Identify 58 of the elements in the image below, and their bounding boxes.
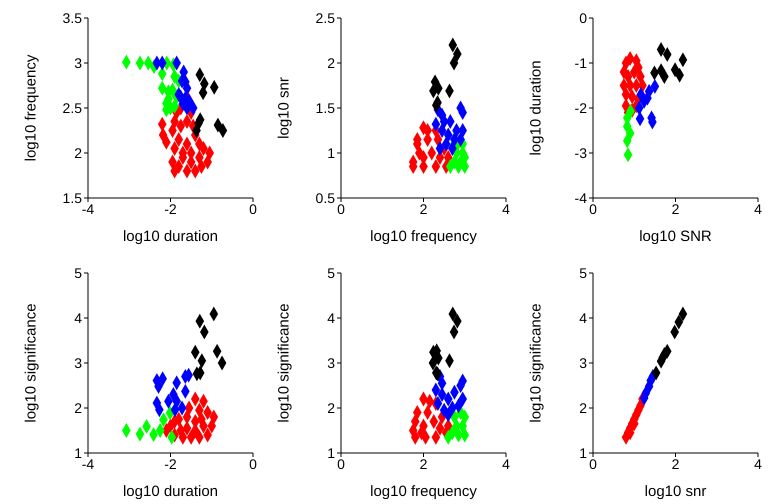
- y-axis-title: log10 duration: [527, 60, 544, 156]
- x-tick-label: 0: [337, 456, 346, 472]
- x-tick-label: 0: [249, 456, 258, 472]
- x-axis-title: log10 snr: [644, 483, 706, 500]
- y-tick-label: -2: [574, 100, 588, 116]
- x-tick-label: 2: [672, 200, 680, 217]
- y-tick-label: 1: [327, 444, 336, 461]
- y-tick-label: 0.5: [316, 190, 336, 206]
- y-tick-label: 2: [579, 400, 588, 416]
- y-tick-label: 2: [74, 144, 82, 161]
- y-tick-label: 3.5: [62, 10, 82, 26]
- y-tick-label: 1: [579, 444, 588, 461]
- y-tick-label: -1: [574, 54, 588, 71]
- y-tick-label: 2: [74, 400, 82, 416]
- y-tick-label: 3: [74, 54, 82, 71]
- y-tick-label: 1.5: [316, 100, 336, 116]
- x-tick-label: 0: [337, 200, 346, 217]
- y-tick-label: 2.5: [62, 100, 82, 116]
- y-axis-title: log10 snr: [275, 77, 292, 139]
- y-tick-label: 0: [579, 10, 588, 26]
- y-tick-label: 1: [327, 144, 336, 161]
- x-axis-title: log10 SNR: [639, 228, 712, 245]
- y-axis-title: log10 significance: [275, 303, 292, 423]
- y-tick-label: 4: [579, 310, 588, 326]
- y-tick-label: 2: [327, 54, 336, 71]
- x-tick-label: 2: [672, 456, 680, 472]
- y-axis-title: log10 significance: [22, 303, 40, 423]
- y-tick-label: 1.5: [62, 190, 82, 206]
- x-axis-title: log10 duration: [122, 228, 218, 245]
- x-tick-label: 4: [502, 200, 510, 217]
- y-axis-title: log10 frequency: [22, 54, 40, 162]
- y-tick-label: -4: [574, 190, 588, 206]
- x-axis-title: log10 frequency: [370, 228, 478, 245]
- x-tick-label: 0: [589, 456, 598, 472]
- y-axis-title: log10 significance: [527, 303, 544, 423]
- y-tick-label: 2.5: [316, 10, 336, 26]
- x-tick-label: 2: [420, 200, 428, 217]
- x-tick-label: -2: [164, 200, 177, 217]
- y-tick-label: 5: [327, 264, 336, 281]
- y-tick-label: 2: [327, 400, 336, 416]
- x-tick-label: 2: [420, 456, 428, 472]
- y-tick-label: -3: [574, 144, 588, 161]
- x-tick-label: 4: [754, 456, 762, 472]
- y-tick-label: 3: [579, 354, 588, 371]
- y-tick-label: 5: [579, 264, 588, 281]
- y-tick-label: 4: [327, 310, 336, 326]
- x-tick-label: 0: [589, 200, 598, 217]
- y-tick-label: 5: [74, 264, 82, 281]
- x-axis-title: log10 frequency: [370, 483, 478, 500]
- x-tick-label: 4: [502, 456, 510, 472]
- x-tick-label: -2: [164, 456, 177, 472]
- y-tick-label: 3: [74, 354, 82, 371]
- x-tick-label: 4: [754, 200, 762, 217]
- y-tick-label: 1: [74, 444, 82, 461]
- y-tick-label: 4: [74, 310, 82, 326]
- y-tick-label: 3: [327, 354, 336, 371]
- x-axis-title: log10 duration: [122, 483, 218, 500]
- x-tick-label: 0: [249, 200, 258, 217]
